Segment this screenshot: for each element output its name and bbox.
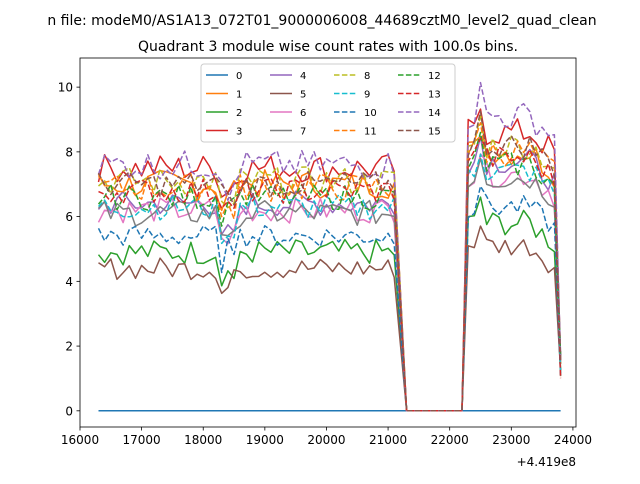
x-tick-label: 20000 (307, 433, 345, 447)
legend-label-2: 2 (236, 108, 242, 119)
series-line-5 (98, 225, 562, 412)
legend-label-4: 4 (300, 71, 306, 82)
series-line-13 (98, 137, 562, 412)
legend-label-12: 12 (428, 71, 441, 82)
y-tick-label: 4 (65, 275, 73, 289)
axes-frame (79, 57, 577, 428)
x-tick-label: 17000 (123, 433, 161, 447)
legend-label-1: 1 (236, 90, 242, 101)
legend-label-5: 5 (300, 90, 306, 101)
figure-suptitle: n file: modeM0/AS1A13_072T01_9000006008_… (47, 13, 596, 29)
legend-label-11: 11 (364, 127, 377, 138)
legend-label-3: 3 (236, 127, 242, 138)
series-line-7 (97, 157, 562, 412)
series-line-9 (97, 153, 562, 412)
y-tick-label: 2 (65, 340, 73, 354)
series-line-14 (97, 81, 562, 412)
plot-area: 16000 17000 18000 19000 20000 21000 22000 23000… (58, 57, 592, 447)
series-line-3 (97, 108, 562, 412)
y-tick-label: 8 (65, 145, 73, 159)
legend-label-0: 0 (236, 71, 242, 82)
series-line-11 (97, 122, 562, 412)
x-tick-label: 22000 (431, 433, 469, 447)
legend-label-6: 6 (300, 108, 306, 119)
legend-frame (200, 63, 456, 143)
legend-label-10: 10 (364, 108, 377, 119)
series-line-15 (97, 110, 562, 412)
legend-label-9: 9 (364, 90, 370, 101)
y-tick-label: 6 (65, 210, 73, 224)
chart-title: Quadrant 3 module wise count rates with … (138, 39, 518, 55)
y-tick-label: 10 (58, 81, 73, 95)
legend-label-14: 14 (428, 108, 441, 119)
x-tick-label: 24000 (554, 433, 592, 447)
x-offset-label: +4.419e8 (517, 455, 576, 469)
legend-label-8: 8 (364, 71, 370, 82)
legend-label-7: 7 (300, 127, 306, 138)
x-tick-label: 19000 (246, 433, 284, 447)
y-tick-label: 0 (65, 404, 73, 418)
legend-label-15: 15 (428, 127, 441, 138)
series-line-6 (97, 153, 562, 412)
x-tick-label: 23000 (492, 433, 530, 447)
series-line-10 (97, 185, 562, 412)
series-line-8 (98, 113, 562, 412)
series-line-2 (97, 196, 562, 412)
legend-label-13: 13 (428, 90, 441, 101)
x-tick-label: 21000 (369, 433, 407, 447)
x-tick-label: 18000 (184, 433, 222, 447)
x-tick-label: 16000 (61, 433, 99, 447)
